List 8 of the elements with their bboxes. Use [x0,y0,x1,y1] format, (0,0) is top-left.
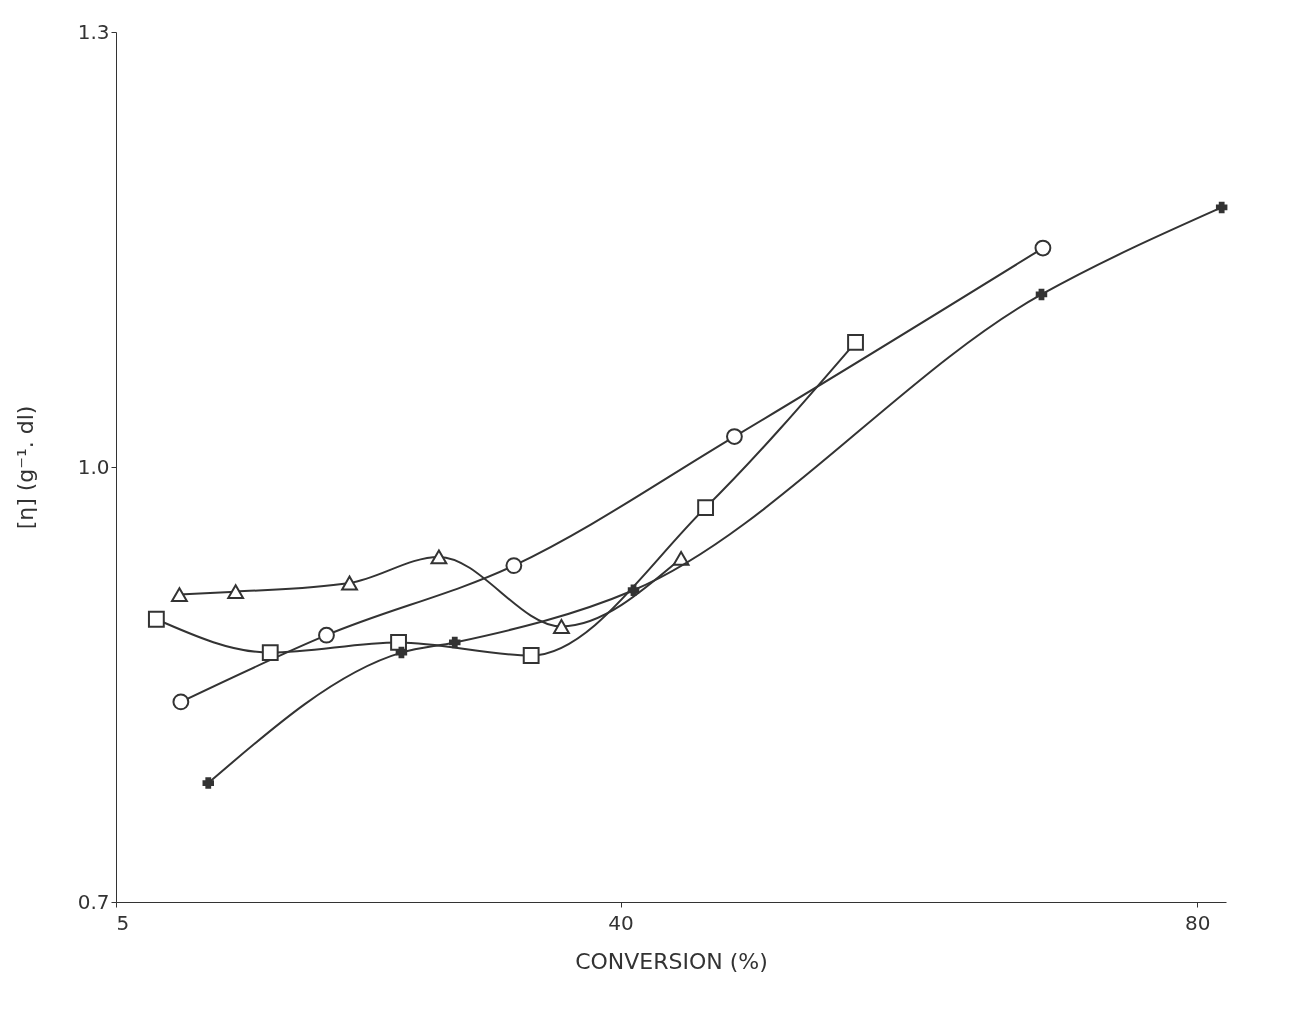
y-tick-label: 0.7 [77,889,110,914]
x-tick-label: 40 [608,910,634,935]
y-tick-label: 1.0 [77,454,110,479]
x-axis-title: CONVERSION (%) [575,948,768,974]
x-tick-label: 80 [1184,910,1211,935]
y-tick-label: 1.3 [77,19,110,44]
y-axis-title: [η] (g⁻¹. dl) [12,405,38,530]
x-tick-label: 5 [116,910,130,935]
